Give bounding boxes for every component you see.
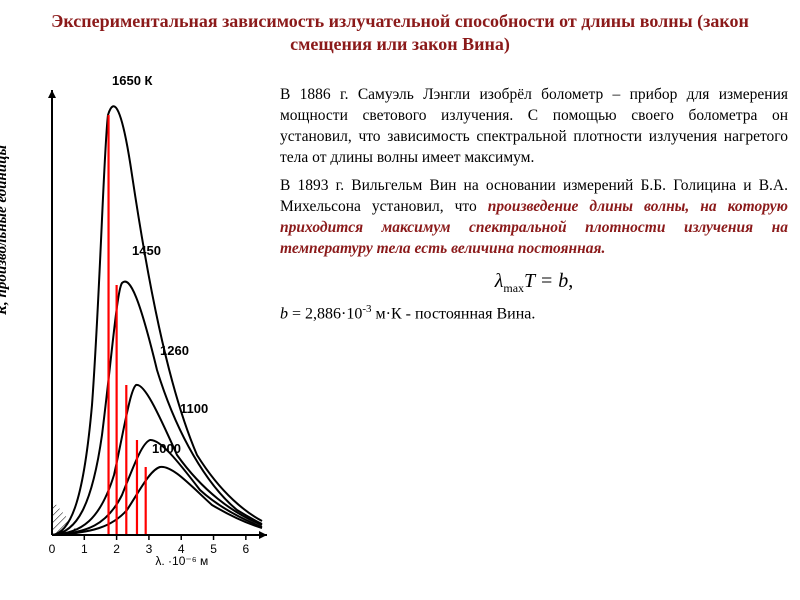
const-exponent: -3 <box>362 303 371 315</box>
content-row: R, произвольные единицы 1650 К1450126011… <box>0 65 800 565</box>
svg-text:0: 0 <box>49 542 56 556</box>
svg-text:1650 К: 1650 К <box>112 73 153 88</box>
y-axis-label: R, произвольные единицы <box>0 145 11 315</box>
paragraph-langley: В 1886 г. Самуэль Лэнгли изобрёл боломет… <box>280 85 788 169</box>
svg-text:2: 2 <box>113 542 120 556</box>
const-value: = 2,886·10 <box>288 306 362 323</box>
page-title: Экспериментальная зависимость излучатель… <box>0 0 800 65</box>
formula-comma: , <box>568 270 573 292</box>
formula-temperature: T <box>524 270 535 292</box>
svg-text:1: 1 <box>81 542 88 556</box>
formula-eq: = <box>535 270 559 292</box>
const-symbol: b <box>280 306 288 323</box>
svg-text:6: 6 <box>243 542 250 556</box>
svg-text:1260: 1260 <box>160 343 189 358</box>
formula-b: b <box>558 270 568 292</box>
const-unit: м·К - постоянная Вина. <box>372 306 536 323</box>
svg-text:1450: 1450 <box>132 243 161 258</box>
blackbody-chart: 1650 К14501260110010000123456λ, ·10⁻⁶ м <box>22 65 272 565</box>
wien-constant: b = 2,886·10-3 м·К - постоянная Вина. <box>280 302 788 325</box>
text-column: В 1886 г. Самуэль Лэнгли изобрёл боломет… <box>280 65 788 565</box>
svg-text:3: 3 <box>146 542 153 556</box>
svg-text:1000: 1000 <box>152 441 181 456</box>
formula-sub-max: max <box>503 281 524 295</box>
paragraph-wien: В 1893 г. Вильгельм Вин на основании изм… <box>280 176 788 260</box>
svg-text:1100: 1100 <box>180 401 208 416</box>
wien-formula: λmaxT = b, <box>280 268 788 296</box>
svg-text:λ, ·10⁻⁶ м: λ, ·10⁻⁶ м <box>155 554 208 565</box>
svg-text:5: 5 <box>210 542 217 556</box>
chart-container: R, произвольные единицы 1650 К1450126011… <box>2 65 272 565</box>
